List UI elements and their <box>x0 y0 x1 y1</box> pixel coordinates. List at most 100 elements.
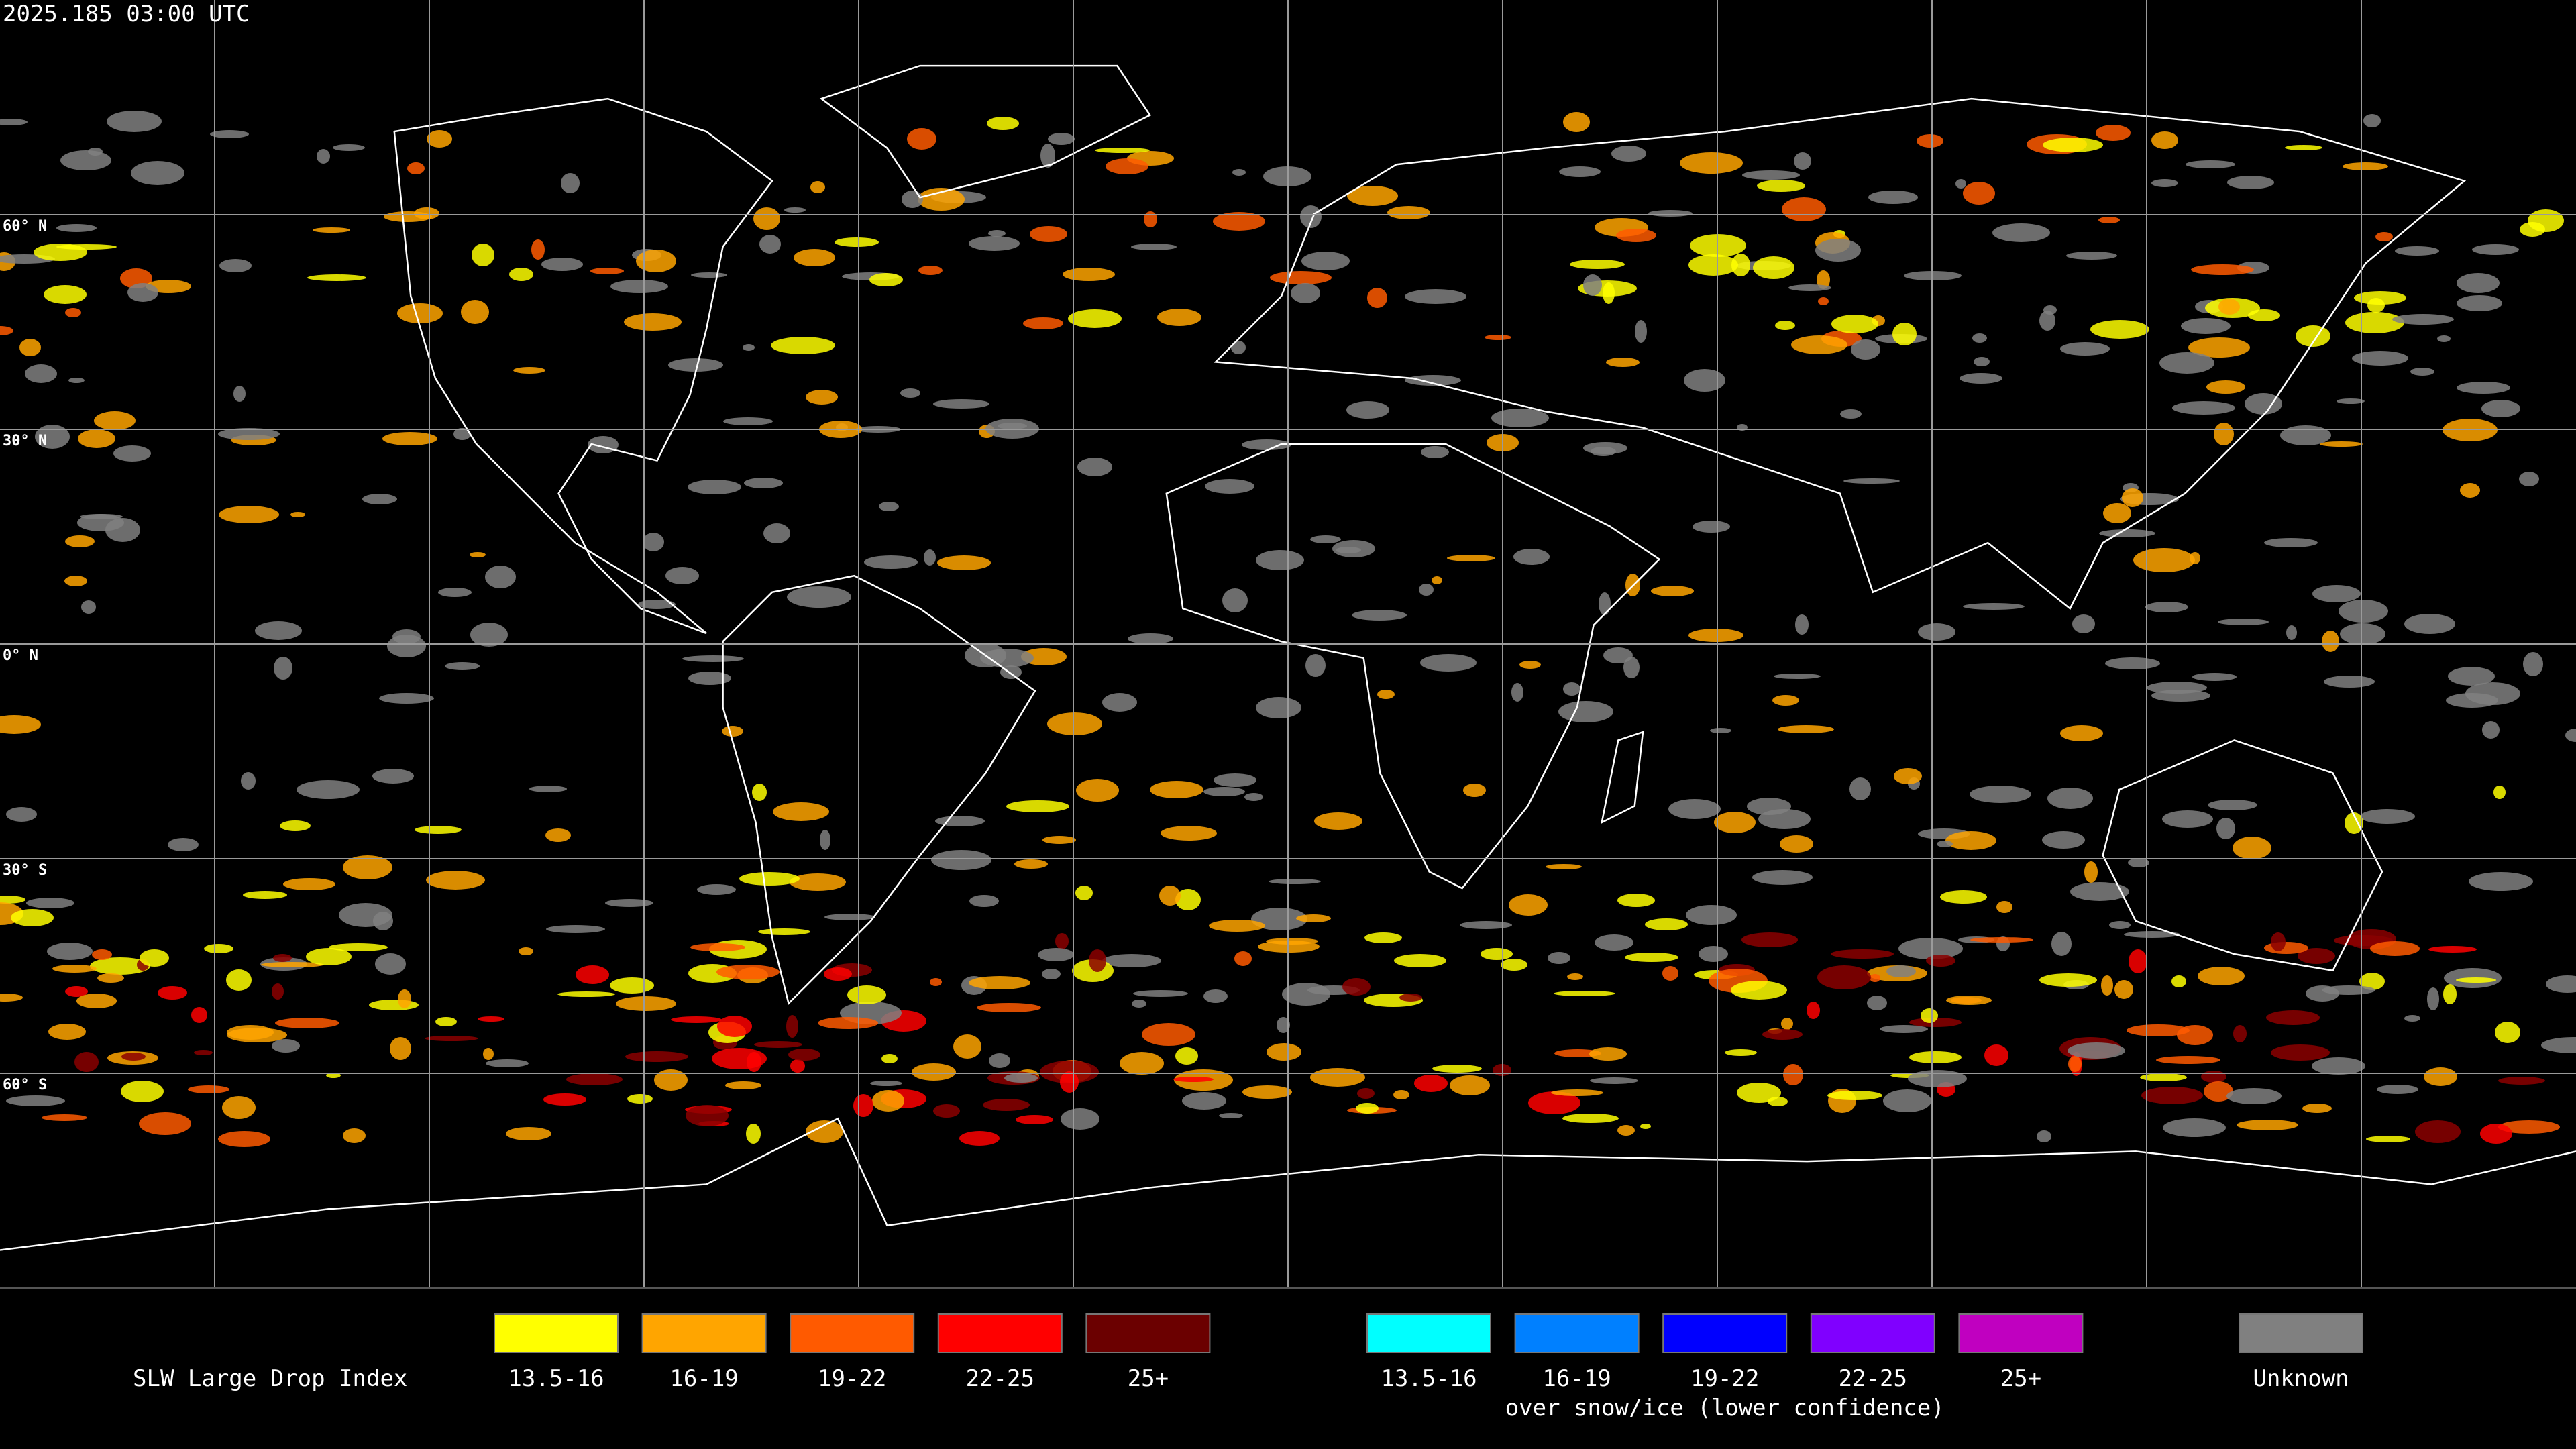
cloud-patch <box>1256 697 1301 718</box>
cloud-patch <box>78 429 115 448</box>
cloud-patch <box>226 969 252 991</box>
cloud-patch <box>953 1034 981 1059</box>
cloud-patch <box>1463 784 1486 797</box>
cloud-patch <box>243 891 287 899</box>
cloud-patch <box>1364 932 1402 943</box>
cloud-patch <box>987 117 1019 130</box>
cloud-patch <box>1447 555 1495 561</box>
cloud-patch <box>6 1095 65 1106</box>
cloud-patch <box>557 991 615 997</box>
cloud-patch <box>425 1036 478 1041</box>
cloud-patch <box>74 1052 99 1072</box>
cloud-patch <box>716 965 780 979</box>
cloud-patch <box>590 268 624 274</box>
cloud-patch <box>453 428 471 440</box>
cloud-patch <box>306 948 352 965</box>
cloud-patch <box>1558 701 1613 722</box>
cloud-patch <box>790 1059 805 1073</box>
cloud-patch <box>210 130 249 138</box>
cloud-patch <box>438 588 472 597</box>
cloud-patch <box>1554 1049 1601 1057</box>
cloud-patch <box>2370 941 2420 956</box>
cloud-patch <box>2481 400 2520 417</box>
cloud-patch <box>1038 948 1074 961</box>
cloud-patch <box>1310 1068 1365 1087</box>
cloud-patch <box>227 1025 274 1040</box>
cloud-patch <box>1509 894 1548 916</box>
legend: SLW Large Drop Index 13.5-16 16-19 19-22 22… <box>133 1313 2363 1421</box>
cloud-patch <box>2457 382 2510 394</box>
cloud-patch <box>1974 357 1990 366</box>
legend-swatch <box>937 1313 1063 1353</box>
cloud-patch <box>2366 1136 2410 1142</box>
cloud-patch <box>92 949 112 960</box>
cloud-patch <box>900 388 920 398</box>
cloud-patch <box>1917 134 1943 148</box>
cloud-patch <box>373 912 393 930</box>
graticule: 60° N 30° N 0° N 30° S 60° S <box>0 0 2576 1288</box>
cloud-patch <box>2043 138 2103 152</box>
cloud-patch <box>688 672 731 685</box>
cloud-patch <box>977 1003 1041 1012</box>
cloud-patch <box>1595 934 1633 951</box>
cloud-patch <box>2084 861 2098 883</box>
cloud-patch <box>754 1041 802 1048</box>
cloud-patch <box>0 994 23 1002</box>
cloud-patch <box>2498 1120 2560 1134</box>
cloud-patch <box>1347 186 1398 206</box>
cloud-patch <box>52 965 97 973</box>
cloud-patch <box>1377 690 1395 699</box>
cloud-patch <box>1617 1125 1635 1136</box>
cloud-patch <box>605 899 653 907</box>
cloud-patch <box>1219 1113 1243 1118</box>
cloud-patch <box>387 635 426 657</box>
cloud-patch <box>725 1081 761 1089</box>
cloud-patch <box>924 549 936 566</box>
cloud-patch <box>2181 318 2231 334</box>
cloud-patch <box>1102 954 1161 967</box>
cloud-patch <box>317 149 330 164</box>
cloud-patch <box>65 535 95 547</box>
legend-label: 16-19 <box>1542 1365 1611 1392</box>
cloud-patch <box>1616 229 1656 242</box>
cloud-patch <box>1563 682 1580 696</box>
cloud-patch <box>790 873 846 891</box>
cloud-patch <box>2437 335 2451 342</box>
cloud-patch <box>445 662 480 670</box>
cloud-patch <box>241 772 256 790</box>
cloud-patch <box>94 411 136 430</box>
cloud-patch <box>2271 932 2286 951</box>
timestamp: 2025.185 03:00 UTC <box>3 1 250 28</box>
cloud-patch <box>219 259 252 272</box>
cloud-patch <box>969 236 1020 251</box>
cloud-patch <box>513 367 545 374</box>
cloud-patch <box>1752 870 1813 885</box>
cloud-patch <box>1640 1124 1651 1129</box>
cloud-patch <box>1399 994 1422 1002</box>
cloud-patch <box>127 283 158 302</box>
legend-label: 13.5-16 <box>1381 1365 1477 1392</box>
cloud-patch <box>1120 1052 1164 1075</box>
cloud-patch <box>1780 835 1813 853</box>
cloud-patch <box>483 1048 494 1060</box>
cloud-patch <box>1603 282 1615 304</box>
legend-swatch <box>1662 1313 1788 1353</box>
cloud-patch <box>722 726 743 737</box>
cloud-patch <box>561 173 580 193</box>
cloud-patch <box>2322 985 2375 995</box>
cloud-patch <box>2177 1025 2213 1045</box>
cloud-patch <box>1061 1108 1099 1130</box>
cloud-patch <box>784 207 806 213</box>
cloud-patch <box>690 943 745 951</box>
cloud-patch <box>1603 647 1633 663</box>
cloud-patch <box>1142 1023 1195 1046</box>
cloud-patch <box>771 337 835 354</box>
cloud-patch <box>931 850 991 870</box>
cloud-patch <box>2266 1010 2320 1025</box>
cloud-patch <box>2233 837 2271 859</box>
cloud-patch <box>1737 1083 1781 1103</box>
cloud-patch <box>35 425 70 449</box>
cloud-patch <box>806 390 838 405</box>
cloud-patch <box>140 949 169 967</box>
cloud-patch <box>1606 358 1640 367</box>
